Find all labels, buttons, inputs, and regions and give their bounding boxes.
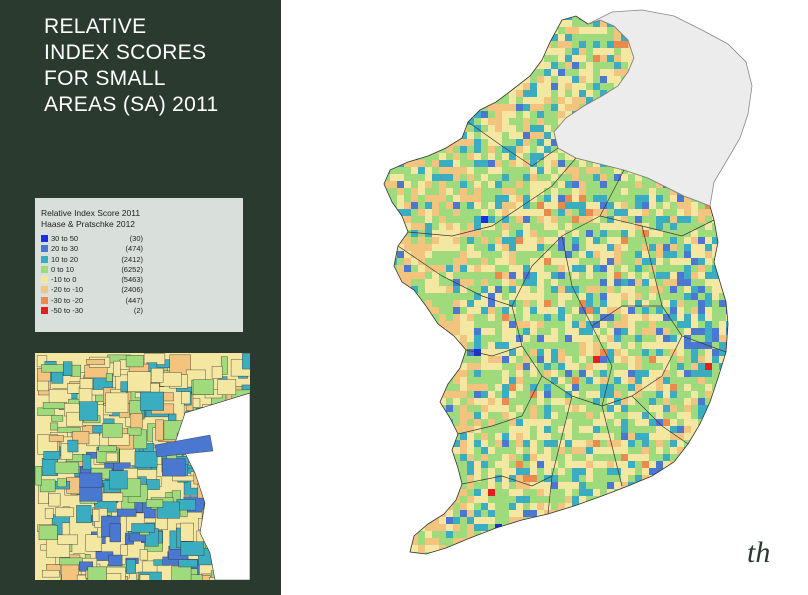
legend-swatch xyxy=(41,286,48,294)
legend-range: -30 to -20 xyxy=(51,295,84,305)
map-legend: Relative Index Score 2011 Haase & Pratsc… xyxy=(35,198,243,332)
legend-swatch xyxy=(41,276,48,284)
legend-range: 20 to 30 xyxy=(51,244,79,254)
legend-swatch xyxy=(41,235,48,242)
legend-count: (474) xyxy=(125,244,143,254)
page-title: RELATIVE INDEX SCORES FOR SMALL AREAS (S… xyxy=(44,14,274,118)
legend-count: (30) xyxy=(129,234,143,243)
legend-count: (2406) xyxy=(121,285,143,295)
legend-count: (447) xyxy=(125,295,143,305)
legend-range: -10 to 0 xyxy=(51,275,77,285)
legend-title: Relative Index Score 2011 xyxy=(41,208,141,218)
legend-count: (2) xyxy=(133,306,143,316)
title-line-4: AREAS (SA) 2011 xyxy=(44,93,219,116)
legend-swatch xyxy=(41,245,48,253)
dublin-inset-svg xyxy=(35,353,250,580)
legend-range: 10 to 20 xyxy=(51,254,79,264)
legend-range: 30 to 50 xyxy=(51,234,79,243)
legend-count: (5463) xyxy=(121,275,143,285)
ireland-map xyxy=(383,9,753,555)
legend-count: (6252) xyxy=(121,264,143,274)
dublin-inset-map xyxy=(35,353,250,580)
legend-swatch xyxy=(41,296,48,304)
th-logo: th xyxy=(747,536,770,569)
legend-range: -20 to -10 xyxy=(51,285,84,295)
legend-range: -50 to -30 xyxy=(51,306,84,316)
legend-count: (2412) xyxy=(121,254,143,264)
legend-subtitle: Haase & Pratschke 2012 xyxy=(41,219,136,229)
title-line-3: FOR SMALL xyxy=(44,67,166,90)
logo-text: th xyxy=(747,536,770,569)
county-boundaries xyxy=(397,121,727,515)
title-line-1: RELATIVE xyxy=(44,15,147,38)
legend-swatch xyxy=(41,307,48,315)
northern-ireland-area xyxy=(553,9,753,207)
legend-range: 0 to 10 xyxy=(51,264,74,274)
sidebar-panel: RELATIVE INDEX SCORES FOR SMALL AREAS (S… xyxy=(0,0,281,595)
legend-swatch xyxy=(41,255,48,263)
title-line-2: INDEX SCORES xyxy=(44,41,207,64)
legend-swatch xyxy=(41,265,48,273)
